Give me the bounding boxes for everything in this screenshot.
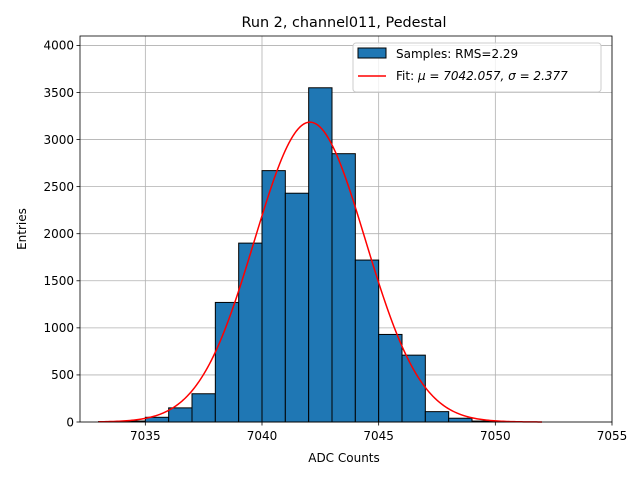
legend-box <box>352 42 602 93</box>
histogram-bar <box>354 259 380 423</box>
x-tick-label: 7040 <box>247 429 278 443</box>
y-tick-label: 2000 <box>43 227 74 241</box>
x-tick-label: 7045 <box>363 429 394 443</box>
y-axis-label: Entries <box>15 208 29 250</box>
x-axis-label: ADC Counts <box>308 451 380 465</box>
legend-fit-label: Fit: μ = 7042.057, σ = 2.377 <box>396 69 568 83</box>
histogram-bar <box>214 301 240 423</box>
x-tick-label: 7055 <box>597 429 628 443</box>
y-tick-label: 0 <box>66 415 74 429</box>
y-tick-label: 3000 <box>43 133 74 147</box>
y-tick-label: 1000 <box>43 321 74 335</box>
legend-fit-params: μ = 7042.057, σ = 2.377 <box>417 69 568 83</box>
histogram-bar <box>331 153 356 423</box>
histogram-bar <box>191 393 216 423</box>
histogram-bars <box>98 87 520 423</box>
y-tick-label: 4000 <box>43 39 74 53</box>
histogram-bar <box>261 170 286 423</box>
y-tick-label: 500 <box>51 368 74 382</box>
chart-title: Run 2, channel011, Pedestal <box>242 15 447 31</box>
legend: Samples: RMS=2.29 Fit: μ = 7042.057, σ =… <box>352 42 602 93</box>
histogram-bar <box>401 354 426 423</box>
gaussian-fit-curve <box>98 121 542 423</box>
x-tick-label: 7035 <box>130 429 161 443</box>
histogram-bar <box>284 192 310 423</box>
y-tick-label: 3500 <box>43 86 74 100</box>
legend-fit-prefix: Fit: <box>396 69 418 83</box>
histogram-bar <box>238 242 263 423</box>
legend-samples-label: Samples: RMS=2.29 <box>396 47 518 61</box>
histogram-bar <box>168 407 193 423</box>
x-axis-ticks: 7035 7040 7045 7050 7055 <box>130 422 627 443</box>
y-tick-label: 1500 <box>43 274 74 288</box>
histogram-bar <box>424 411 450 423</box>
x-tick-label: 7050 <box>480 429 511 443</box>
histogram-bar <box>378 333 403 423</box>
y-axis-ticks: 0 500 1000 1500 2000 2500 3000 3500 4000 <box>43 39 80 429</box>
y-tick-label: 2500 <box>43 180 74 194</box>
histogram-bar <box>448 417 473 423</box>
legend-samples-swatch <box>357 47 387 59</box>
axes-frame <box>79 35 613 423</box>
